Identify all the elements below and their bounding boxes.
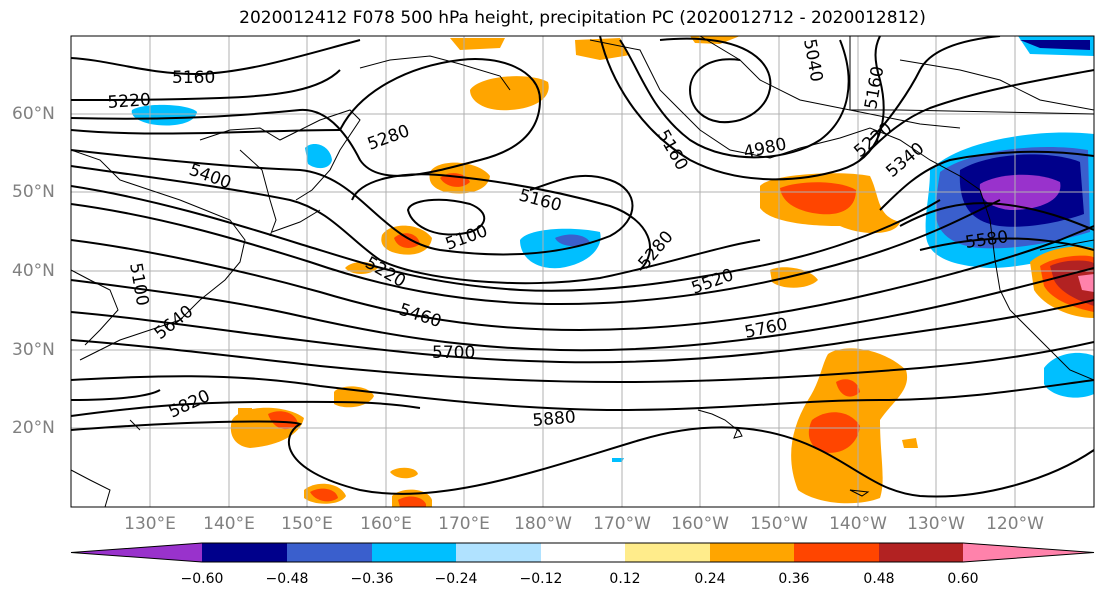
lon-label: 140°E (203, 514, 255, 534)
colorbar-extend-low (71, 543, 202, 562)
lon-label: 170°E (438, 514, 490, 534)
colorbar-tick: −0.12 (519, 571, 563, 587)
colorbar-segment (879, 543, 963, 562)
lon-label: 160°E (360, 514, 412, 534)
colorbar-outline (70, 542, 1095, 563)
colorbar-segment (372, 543, 456, 562)
colorbar-tick: 0.36 (778, 571, 810, 587)
lon-label: 140°W (829, 514, 887, 534)
colorbar-segment (541, 543, 625, 562)
lat-label-60n: 60°N (12, 104, 55, 124)
colorbar-tick: −0.48 (265, 571, 309, 587)
lat-label-30n: 30°N (12, 340, 55, 360)
map-frame (70, 35, 1095, 508)
colorbar-segment (456, 543, 541, 562)
lon-label: 130°W (907, 514, 965, 534)
lon-label: 160°W (671, 514, 729, 534)
lat-label-40n: 40°N (12, 261, 55, 281)
contour-label: 5880 (532, 407, 577, 431)
colorbar-segment (710, 543, 794, 562)
lon-label: 180°W (514, 514, 572, 534)
lon-label: 120°W (986, 514, 1044, 534)
lat-label-20n: 20°N (12, 418, 55, 438)
colorbar-segment (287, 543, 372, 562)
lon-label: 150°W (750, 514, 808, 534)
contour-label: 5700 (432, 343, 475, 363)
colorbar-segment (794, 543, 879, 562)
colorbar-segment (625, 543, 710, 562)
colorbar-tick: 0.60 (947, 571, 979, 587)
lat-label-50n: 50°N (12, 182, 55, 202)
colorbar-extend-high (963, 543, 1094, 562)
lon-label: 150°E (281, 514, 333, 534)
colorbar-tick: −0.24 (434, 571, 478, 587)
colorbar-tick: −0.60 (180, 571, 224, 587)
precipitation-shading (131, 36, 1094, 507)
lon-label: 170°W (593, 514, 651, 534)
map-title: 2020012412 F078 500 hPa height, precipit… (239, 8, 926, 28)
contour-label: 5160 (172, 68, 215, 88)
height-contours (71, 36, 1094, 498)
lon-label: 130°E (124, 514, 176, 534)
colorbar-tick: −0.36 (350, 571, 394, 587)
colorbar-segment (202, 543, 287, 562)
colorbar-tick: 0.12 (609, 571, 641, 587)
colorbar-tick: 0.48 (863, 571, 895, 587)
colorbar-tick: 0.24 (694, 571, 726, 587)
contour-label: 5220 (107, 90, 152, 113)
